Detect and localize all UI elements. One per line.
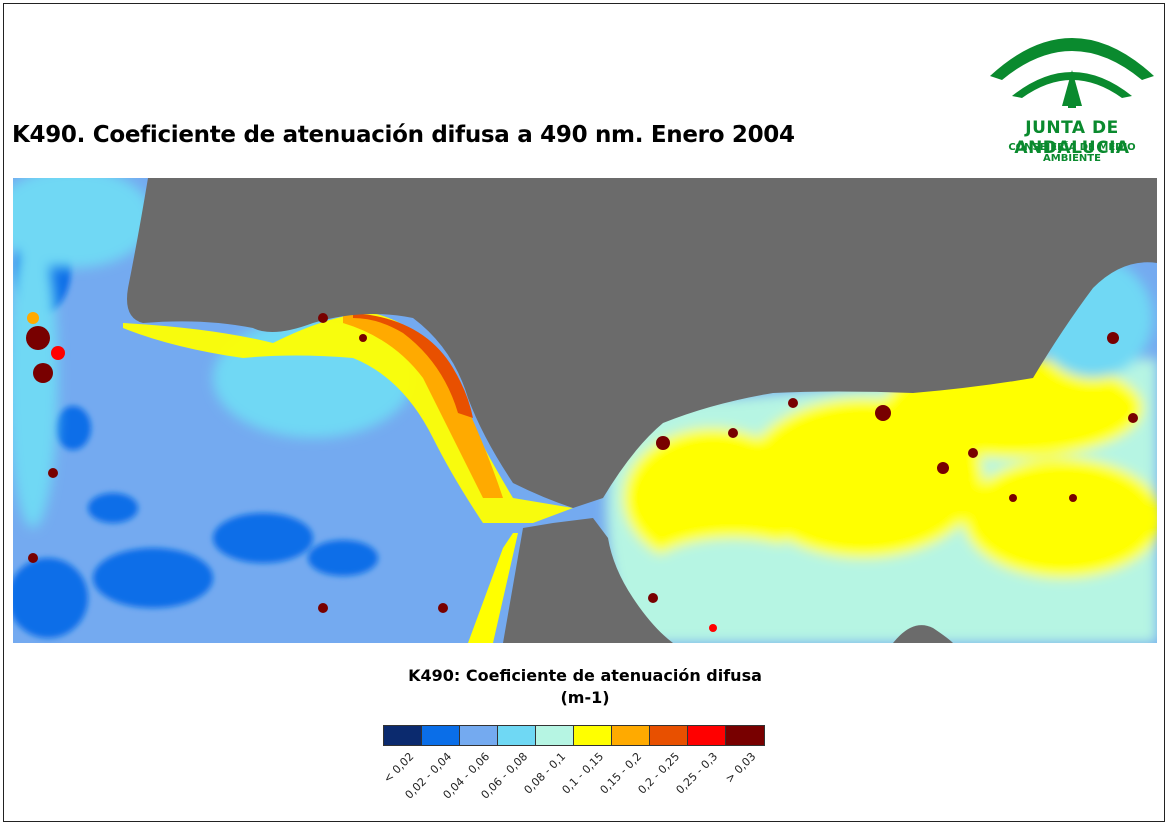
andalusia-arch-tree-logo-icon (990, 38, 1154, 108)
junta-de-andalucia-logo: JUNTA DE ANDALUCIA CONSEJERÍA DE MEDIO A… (982, 18, 1162, 164)
legend-swatch (574, 726, 612, 745)
low-k-patches (13, 223, 378, 638)
african-land (503, 518, 673, 643)
legend-title-line2: (m-1) (560, 688, 610, 707)
map-image (13, 178, 1157, 643)
page-title: K490. Coeficiente de atenuación difusa a… (12, 122, 795, 148)
legend-swatch (460, 726, 498, 745)
logo-name: JUNTA DE ANDALUCIA (1014, 118, 1130, 158)
african-coastal-yellow (468, 533, 518, 643)
legend-swatch (384, 726, 422, 745)
map-frame (3, 3, 1165, 822)
iberian-coastal-orange (343, 313, 503, 498)
legend-label: < 0,02 (380, 750, 417, 786)
hotspots (26, 312, 1138, 632)
legend-swatch (688, 726, 726, 745)
legend-title: K490: Coeficiente de atenuación difusa (… (300, 665, 870, 709)
alboran-water (606, 258, 1157, 643)
legend-title-line1: K490: Coeficiente de atenuación difusa (408, 666, 762, 685)
iberian-coastal-red (353, 313, 473, 418)
legend-labels: < 0,02 0,02 - 0,04 0,04 - 0,06 0,06 - 0,08 0… (380, 750, 783, 820)
iberian-coastal-yellow (123, 313, 573, 523)
legend-swatch (422, 726, 460, 745)
legend-swatch (650, 726, 688, 745)
legend-swatch (536, 726, 574, 745)
logo-subtitle: CONSEJERÍA DE MEDIO AMBIENTE (1008, 142, 1136, 164)
k490-map (13, 178, 1157, 643)
legend-color-bar (383, 725, 765, 746)
legend-swatch (726, 726, 764, 745)
legend-swatch (498, 726, 536, 745)
legend-swatch (612, 726, 650, 745)
legend-label: > 0,03 (722, 750, 759, 786)
african-land-small (893, 625, 953, 643)
iberian-land (127, 178, 1157, 508)
